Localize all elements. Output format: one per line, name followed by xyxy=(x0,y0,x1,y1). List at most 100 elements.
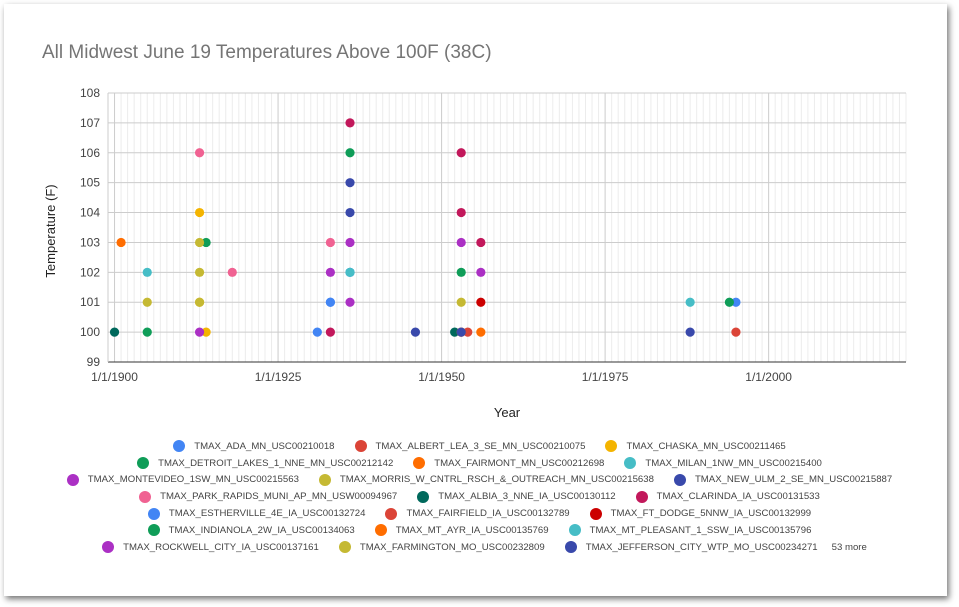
legend-item[interactable]: TMAX_MT_PLEASANT_1_SSW_IA_USC00135796 xyxy=(568,524,812,537)
data-point xyxy=(142,267,152,277)
legend-swatch xyxy=(147,524,160,537)
grid-minor xyxy=(107,93,907,362)
legend-item[interactable]: TMAX_INDIANOLA_2W_IA_USC00134063 xyxy=(147,524,355,537)
legend-label: TMAX_CLARINDA_IA_USC00131533 xyxy=(656,491,820,503)
legend-item[interactable]: TMAX_ALBERT_LEA_3_SE_MN_USC00210075 xyxy=(354,440,586,453)
x-tick-label: 1/1/1925 xyxy=(255,370,302,384)
legend-swatch xyxy=(673,473,686,486)
data-point xyxy=(194,327,205,337)
legend-label: TMAX_NEW_ULM_2_SE_MN_USC00215887 xyxy=(694,474,893,486)
data-point xyxy=(731,297,741,307)
data-point xyxy=(476,327,486,337)
data-point xyxy=(450,327,460,337)
data-point xyxy=(325,297,335,307)
data-point xyxy=(410,327,421,337)
legend-item[interactable]: TMAX_MORRIS_W_CNTRL_RSCH_&_OUTREACH_MN_U… xyxy=(318,473,654,486)
y-tick-label: 106 xyxy=(80,146,100,160)
y-tick-label: 104 xyxy=(80,206,100,220)
data-point xyxy=(456,148,466,158)
legend-item[interactable]: TMAX_CHASKA_MN_USC00211465 xyxy=(605,440,786,453)
data-point xyxy=(227,267,237,277)
data-point xyxy=(345,207,355,218)
data-point xyxy=(194,297,205,307)
legend-label: TMAX_MT_PLEASANT_1_SSW_IA_USC00135796 xyxy=(589,524,812,536)
legend-row: TMAX_MONTEVIDEO_1SW_MN_USC00215563 TMAX_M… xyxy=(0,472,959,489)
legend-item[interactable]: TMAX_MONTEVIDEO_1SW_MN_USC00215563 xyxy=(66,473,299,486)
legend-item[interactable]: TMAX_NEW_ULM_2_SE_MN_USC00215887 xyxy=(673,473,893,486)
data-point xyxy=(345,267,355,277)
legend-label: TMAX_FARMINGTON_MO_USC00232809 xyxy=(359,541,545,553)
legend-item[interactable]: TMAX_FT_DODGE_5NNW_IA_USC00132999 xyxy=(589,507,812,520)
legend-item[interactable]: TMAX_PARK_RAPIDS_MUNI_AP_MN_USW00094967 xyxy=(139,490,398,503)
data-point xyxy=(194,207,205,218)
data-point xyxy=(142,327,152,337)
legend-label: TMAX_FT_DODGE_5NNW_IA_USC00132999 xyxy=(610,508,812,520)
legend-item[interactable]: TMAX_MT_AYR_IA_USC00135769 xyxy=(374,524,549,537)
legend-more-link[interactable]: 53 more xyxy=(831,541,867,553)
legend-swatch xyxy=(354,440,367,453)
legend-swatch xyxy=(374,524,387,537)
y-tick-label: 99 xyxy=(87,355,101,369)
legend-row: TMAX_INDIANOLA_2W_IA_USC00134063 TMAX_MT_… xyxy=(0,522,959,539)
legend-label: TMAX_MORRIS_W_CNTRL_RSCH_&_OUTREACH_MN_U… xyxy=(339,474,654,486)
legend-item[interactable]: TMAX_FAIRFIELD_IA_USC00132789 xyxy=(385,507,570,520)
legend-swatch xyxy=(173,440,186,453)
legend-item[interactable]: TMAX_FARMINGTON_MO_USC00232809 xyxy=(338,541,545,554)
data-point xyxy=(345,237,355,248)
legend-row: TMAX_ESTHERVILLE_4E_IA_USC00132724 TMAX_F… xyxy=(0,505,959,522)
legend-row: TMAX_ADA_MN_USC00210018 TMAX_ALBERT_LEA_3… xyxy=(0,438,959,455)
x-tick-label: 1/1/2000 xyxy=(745,370,792,384)
y-tick-label: 107 xyxy=(80,116,100,130)
legend-label: TMAX_ROCKWELL_CITY_IA_USC00137161 xyxy=(123,541,319,553)
legend-item[interactable]: TMAX_ADA_MN_USC00210018 xyxy=(173,440,335,453)
data-point xyxy=(456,207,466,218)
legend-label: TMAX_DETROIT_LAKES_1_NNE_MN_USC00212142 xyxy=(158,457,394,469)
legend-item[interactable]: TMAX_MILAN_1NW_MN_USC00215400 xyxy=(624,457,822,470)
legend-label: TMAX_FAIRFIELD_IA_USC00132789 xyxy=(406,508,570,520)
legend-item[interactable]: TMAX_CLARINDA_IA_USC00131533 xyxy=(635,490,820,503)
legend-swatch xyxy=(318,473,331,486)
legend-label: TMAX_ALBERT_LEA_3_SE_MN_USC00210075 xyxy=(375,440,586,452)
legend-item[interactable]: TMAX_ALBIA_3_NNE_IA_USC00130112 xyxy=(417,490,616,503)
legend-swatch xyxy=(139,490,152,503)
legend-item[interactable]: TMAX_DETROIT_LAKES_1_NNE_MN_USC00212142 xyxy=(137,457,394,470)
chart-title: All Midwest June 19 Temperatures Above 1… xyxy=(42,42,492,63)
data-point xyxy=(201,327,211,337)
legend-swatch xyxy=(624,457,637,470)
legend-swatch xyxy=(417,490,430,503)
data-point xyxy=(456,267,466,277)
x-axis-ticks: 1/1/1900 1/1/1925 1/1/1950 1/1/1975 1/1/2000 xyxy=(91,370,792,384)
data-point xyxy=(685,297,695,307)
legend-label: TMAX_ESTHERVILLE_4E_IA_USC00132724 xyxy=(168,508,366,520)
legend-swatch xyxy=(137,457,150,470)
data-point xyxy=(731,327,741,337)
legend-swatch xyxy=(635,490,648,503)
data-point xyxy=(476,267,486,277)
data-point xyxy=(109,327,120,337)
data-point xyxy=(194,237,205,248)
y-tick-label: 100 xyxy=(80,325,100,339)
x-tick-label: 1/1/1950 xyxy=(418,370,465,384)
legend-item[interactable]: TMAX_FAIRMONT_MN_USC00212698 xyxy=(413,457,604,470)
legend-row: TMAX_ROCKWELL_CITY_IA_USC00137161 TMAX_FA… xyxy=(0,539,959,556)
legend-label: TMAX_MONTEVIDEO_1SW_MN_USC00215563 xyxy=(87,474,299,486)
legend-item[interactable]: TMAX_JEFFERSON_CITY_WTP_MO_USC00234271 xyxy=(564,541,818,554)
legend-item[interactable]: TMAX_ESTHERVILLE_4E_IA_USC00132724 xyxy=(147,507,366,520)
data-point xyxy=(345,297,355,307)
legend-row: TMAX_DETROIT_LAKES_1_NNE_MN_USC00212142 T… xyxy=(0,455,959,472)
legend-label: TMAX_CHASKA_MN_USC00211465 xyxy=(626,440,786,452)
legend-swatch xyxy=(385,507,398,520)
legend-item[interactable]: TMAX_ROCKWELL_CITY_IA_USC00137161 xyxy=(102,541,319,554)
legend-swatch xyxy=(413,457,426,470)
y-tick-label: 105 xyxy=(80,176,100,190)
data-point xyxy=(476,237,486,248)
data-point xyxy=(116,237,126,248)
legend-label: TMAX_JEFFERSON_CITY_WTP_MO_USC00234271 xyxy=(585,541,818,553)
data-point xyxy=(456,237,466,248)
y-axis-ticks: 99 100 101 102 103 104 105 106 107 108 xyxy=(80,86,100,369)
legend-label: TMAX_PARK_RAPIDS_MUNI_AP_MN_USW00094967 xyxy=(160,491,398,503)
legend-swatch xyxy=(589,507,602,520)
legend: TMAX_ADA_MN_USC00210018 TMAX_ALBERT_LEA_3… xyxy=(0,438,959,556)
legend-swatch xyxy=(102,541,115,554)
